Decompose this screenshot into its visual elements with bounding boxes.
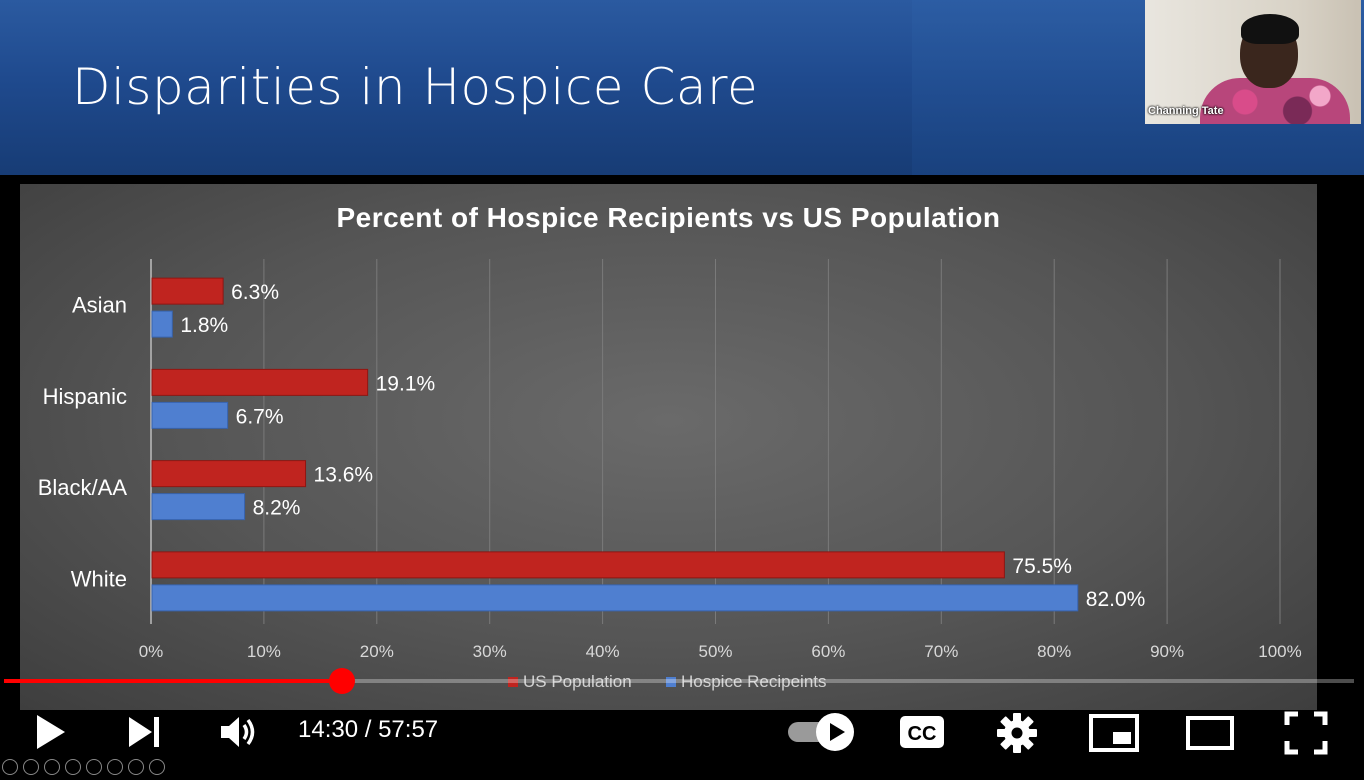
captions-button[interactable]: CC <box>898 712 946 752</box>
captions-icon: CC <box>900 716 944 748</box>
time-separator: / <box>358 716 379 743</box>
bar-hospice-recipients <box>151 493 246 521</box>
chart-panel: Percent of Hospice Recipients vs US Popu… <box>20 184 1317 710</box>
category-label: Hispanic <box>43 384 127 409</box>
bar-hospice-recipients <box>151 584 1079 612</box>
legend-label: US Population <box>523 672 632 691</box>
captions-label: CC <box>908 723 937 745</box>
progress-scrubber[interactable] <box>328 668 355 694</box>
toolbar-circle-icon[interactable] <box>107 759 123 775</box>
slide-title: Disparities in Hospice Care <box>72 58 759 116</box>
data-label: 6.7% <box>236 405 284 428</box>
autoplay-toggle-icon <box>788 713 854 751</box>
theater-icon <box>1186 716 1234 750</box>
data-label: 1.8% <box>180 314 228 337</box>
x-tick-label: 70% <box>924 642 958 661</box>
x-tick-label: 40% <box>586 642 620 661</box>
x-tick-label: 20% <box>360 642 394 661</box>
current-time: 14:30 <box>298 716 359 743</box>
next-button[interactable] <box>122 710 166 754</box>
toolbar-circle-icon[interactable] <box>2 759 18 775</box>
theater-mode-button[interactable] <box>1184 714 1236 752</box>
x-tick-label: 0% <box>139 642 164 661</box>
data-label: 75.5% <box>1012 555 1072 578</box>
data-label: 8.2% <box>253 497 301 520</box>
data-label: 6.3% <box>231 281 279 304</box>
legend-swatch <box>508 677 518 687</box>
autoplay-toggle[interactable] <box>784 712 858 752</box>
x-tick-label: 80% <box>1037 642 1071 661</box>
annotation-toolbar <box>0 756 202 778</box>
progress-played <box>4 679 342 683</box>
participant-name: Channing Tate <box>1148 105 1224 117</box>
bar-us-population <box>151 277 224 305</box>
legend-label: Hospice Recipeints <box>681 672 827 691</box>
bar-us-population <box>151 551 1005 579</box>
category-label: Black/AA <box>38 475 128 500</box>
toolbar-circle-icon[interactable] <box>86 759 102 775</box>
time-display: 14:30 / 57:57 <box>298 716 438 744</box>
fullscreen-icon <box>1284 711 1328 755</box>
toolbar-circle-icon[interactable] <box>44 759 60 775</box>
data-label: 19.1% <box>376 372 436 395</box>
bar-hospice-recipients <box>151 401 229 429</box>
x-tick-label: 90% <box>1150 642 1184 661</box>
bar-us-population <box>151 368 369 396</box>
duration: 57:57 <box>378 716 439 743</box>
category-label: White <box>71 566 127 591</box>
miniplayer-button[interactable] <box>1088 712 1140 754</box>
play-button[interactable] <box>28 710 72 754</box>
play-icon <box>37 715 65 749</box>
progress-track[interactable] <box>4 679 1354 683</box>
x-tick-label: 60% <box>811 642 845 661</box>
category-label: Asian <box>72 293 127 318</box>
data-label: 82.0% <box>1086 588 1146 611</box>
settings-button[interactable] <box>994 710 1040 756</box>
chart-title: Percent of Hospice Recipients vs US Popu… <box>336 202 1001 233</box>
x-tick-label: 30% <box>473 642 507 661</box>
x-tick-label: 10% <box>247 642 281 661</box>
webcam-tile: Channing Tate <box>1145 0 1361 124</box>
webcam-person-hair <box>1241 14 1299 44</box>
volume-icon <box>221 717 255 747</box>
settings-icon <box>997 713 1037 753</box>
bar-us-population <box>151 460 307 488</box>
toolbar-circle-icon[interactable] <box>23 759 39 775</box>
bar-hospice-recipients <box>151 310 173 338</box>
toolbar-circle-icon[interactable] <box>149 759 165 775</box>
data-label: 13.6% <box>314 464 374 487</box>
miniplayer-icon <box>1089 714 1139 752</box>
next-icon <box>129 717 159 747</box>
legend-swatch <box>666 677 676 687</box>
toolbar-circle-icon[interactable] <box>128 759 144 775</box>
volume-button[interactable] <box>214 710 262 754</box>
x-tick-label: 100% <box>1258 642 1301 661</box>
x-tick-label: 50% <box>698 642 732 661</box>
toolbar-circle-icon[interactable] <box>65 759 81 775</box>
fullscreen-button[interactable] <box>1282 710 1330 756</box>
bar-chart: 0% 10% 20% 30% 40% 50% 60% 70% 80% 90% 100% Asian 6.… <box>38 259 1302 691</box>
